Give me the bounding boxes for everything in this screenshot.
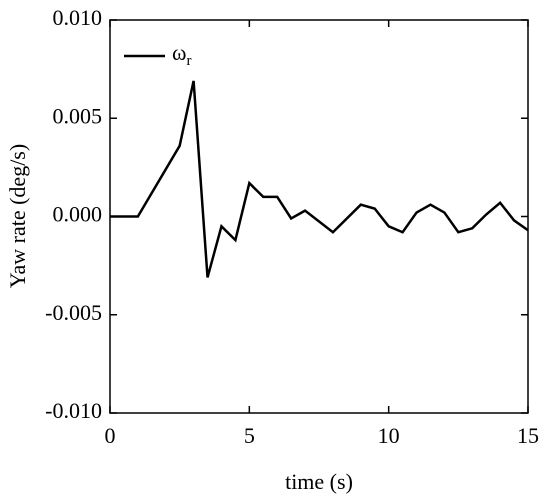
plot-frame xyxy=(109,19,529,414)
x-tick-label: 0 xyxy=(105,423,116,448)
legend-label-subscript: r xyxy=(186,53,191,69)
y-axis-label: Yaw rate (deg/s) xyxy=(5,144,30,288)
legend-label: ωr xyxy=(172,40,191,69)
y-tick-label: -0.005 xyxy=(45,300,102,325)
y-tick-label: 0.000 xyxy=(53,202,103,227)
x-tick-label: 10 xyxy=(378,423,400,448)
y-tick-label: -0.010 xyxy=(45,398,102,423)
legend-label: ω xyxy=(172,40,186,65)
x-axis-label: time (s) xyxy=(285,469,353,494)
x-tick-label: 5 xyxy=(244,423,255,448)
y-tick-label: 0.005 xyxy=(53,103,103,128)
y-tick-label: 0.010 xyxy=(53,5,103,30)
data-line xyxy=(110,80,529,278)
x-tick-label: 15 xyxy=(517,423,539,448)
